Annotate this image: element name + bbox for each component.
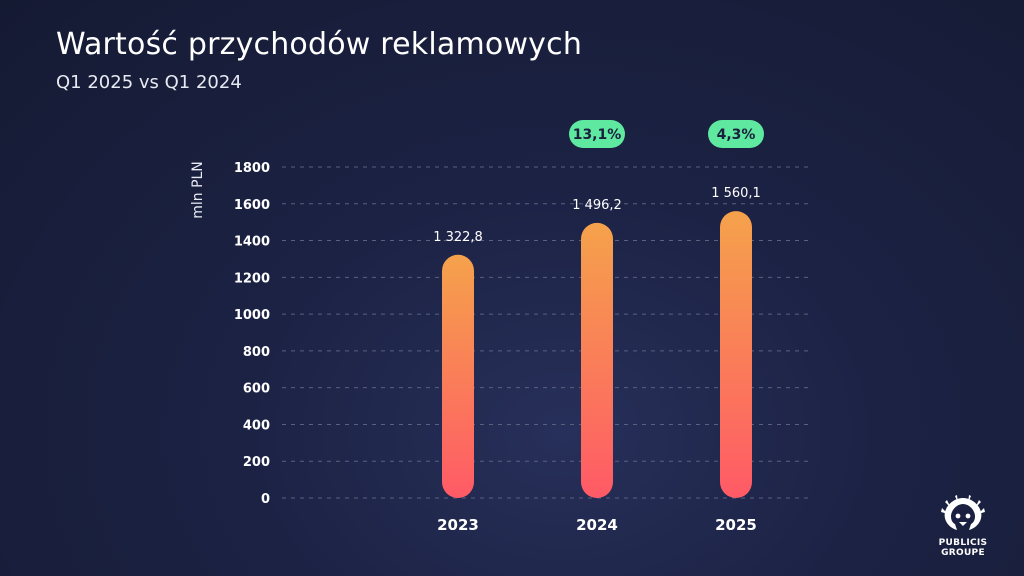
value-label: 1 322,8 bbox=[433, 230, 483, 245]
y-tick-label: 600 bbox=[243, 382, 270, 397]
grid-lines bbox=[282, 166, 810, 499]
bar-2025 bbox=[720, 211, 752, 499]
badge-pill bbox=[708, 120, 764, 148]
bar-2023 bbox=[442, 254, 474, 498]
x-category-label: 2024 bbox=[576, 516, 618, 534]
growth-badge: 13,1% bbox=[569, 120, 625, 148]
y-tick-label: 1000 bbox=[234, 308, 270, 323]
logo-text-line2: GROUPE bbox=[941, 548, 985, 558]
badge-text: 13,1% bbox=[573, 127, 622, 143]
badge-pill bbox=[569, 120, 625, 148]
growth-badges: 13,1% 4,3% bbox=[569, 120, 764, 148]
x-axis-categories: 2023 2024 2025 bbox=[437, 516, 757, 534]
badge-text: 4,3% bbox=[717, 127, 756, 143]
x-category-label: 2025 bbox=[715, 516, 757, 534]
y-tick-label: 200 bbox=[243, 455, 270, 470]
bars bbox=[442, 211, 752, 499]
page-subtitle: Q1 2025 vs Q1 2024 bbox=[56, 72, 242, 93]
y-axis-ticks: 0 200 400 600 800 1000 1200 1400 1600 1800 bbox=[234, 161, 270, 507]
value-labels: 1 322,8 1 496,2 1 560,1 bbox=[433, 186, 761, 245]
page-title: Wartość przychodów reklamowych bbox=[56, 27, 583, 62]
value-label: 1 496,2 bbox=[572, 198, 622, 213]
y-tick-label: 1200 bbox=[234, 271, 270, 286]
y-tick-label: 0 bbox=[261, 492, 270, 507]
y-tick-label: 800 bbox=[243, 345, 270, 360]
lion-head-icon bbox=[941, 495, 985, 530]
y-tick-label: 1400 bbox=[234, 235, 270, 250]
bar-2024 bbox=[581, 222, 613, 498]
y-axis-label: mln PLN bbox=[190, 161, 206, 219]
y-tick-label: 1600 bbox=[234, 198, 270, 213]
x-category-label: 2023 bbox=[437, 516, 479, 534]
growth-badge: 4,3% bbox=[708, 120, 764, 148]
y-tick-label: 400 bbox=[243, 418, 270, 433]
value-label: 1 560,1 bbox=[711, 186, 761, 201]
logo-text-line1: PUBLICIS bbox=[938, 538, 988, 548]
y-tick-label: 1800 bbox=[234, 161, 270, 176]
publicis-logo: PUBLICIS GROUPE bbox=[928, 494, 998, 558]
